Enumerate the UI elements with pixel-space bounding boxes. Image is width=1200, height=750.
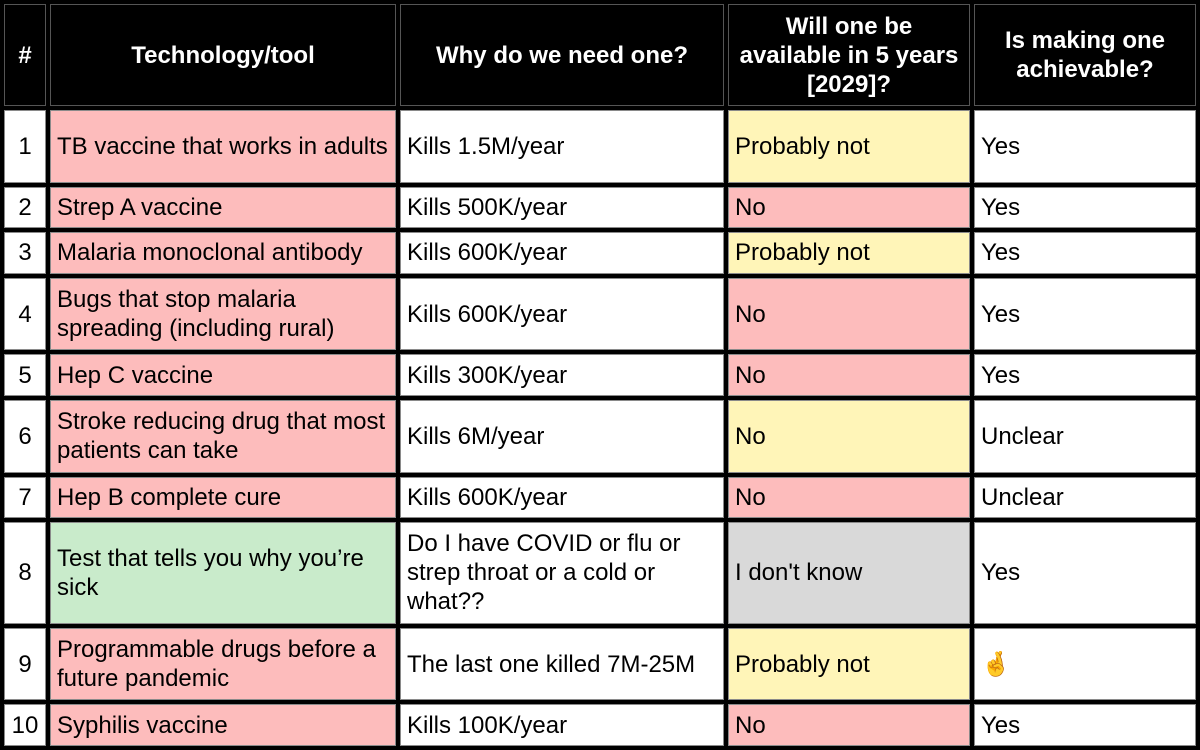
header-cell: #: [4, 4, 46, 106]
technology: TB vaccine that works in adults: [50, 110, 396, 183]
reason: Kills 500K/year: [400, 186, 724, 229]
row-number: 7: [4, 476, 46, 519]
availability: No: [728, 354, 970, 396]
availability: I don't know: [728, 522, 970, 624]
row-number: 2: [4, 186, 46, 229]
achievable: Yes: [974, 110, 1196, 183]
row-number: 8: [4, 522, 46, 624]
reason: Kills 300K/year: [400, 354, 724, 396]
reason: Kills 600K/year: [400, 476, 724, 519]
availability: No: [728, 476, 970, 519]
reason: Kills 6M/year: [400, 399, 724, 473]
reason: Kills 600K/year: [400, 277, 724, 351]
header-cell: Is making one achievable?: [974, 4, 1196, 106]
row-number: 9: [4, 627, 46, 701]
achievable: Yes: [974, 277, 1196, 351]
reason: The last one killed 7M-25M: [400, 627, 724, 701]
header-cell: Will one be available in 5 years [2029]?: [728, 4, 970, 106]
header-row: # Technology/tool Why do we need one? Wi…: [4, 4, 1196, 106]
table-row: 6 Stroke reducing drug that most patients…: [4, 399, 1196, 473]
availability: Probably not: [728, 110, 970, 183]
technology: Programmable drugs before a future pande…: [50, 627, 396, 701]
achievable: Yes: [974, 354, 1196, 396]
achievable: Unclear: [974, 399, 1196, 473]
reason: Kills 600K/year: [400, 232, 724, 274]
technology: Malaria monoclonal antibody: [50, 232, 396, 274]
table-row: 10 Syphilis vaccine Kills 100K/year No Yes: [4, 704, 1196, 746]
technology: Strep A vaccine: [50, 186, 396, 229]
reason: Do I have COVID or flu or strep throat o…: [400, 522, 724, 624]
table-row: 7 Hep B complete cure Kills 600K/year No Unc…: [4, 476, 1196, 519]
table-row: 2 Strep A vaccine Kills 500K/year No Yes: [4, 186, 1196, 229]
table-row: 4 Bugs that stop malaria spreading (inclu…: [4, 277, 1196, 351]
technology: Stroke reducing drug that most patients …: [50, 399, 396, 473]
table-row: 5 Hep C vaccine Kills 300K/year No Yes: [4, 354, 1196, 396]
table-row: 3 Malaria monoclonal antibody Kills 600K/y…: [4, 232, 1196, 274]
technology: Test that tells you why you’re sick: [50, 522, 396, 624]
technology: Bugs that stop malaria spreading (includ…: [50, 277, 396, 351]
table-row: 9 Programmable drugs before a future pand…: [4, 627, 1196, 701]
availability: No: [728, 277, 970, 351]
table-row: 8 Test that tells you why you’re sick Do I…: [4, 522, 1196, 624]
achievable: Yes: [974, 232, 1196, 274]
table-body: 1 TB vaccine that works in adults Kills 1.…: [4, 110, 1196, 746]
technology: Hep B complete cure: [50, 476, 396, 519]
header-cell: Why do we need one?: [400, 4, 724, 106]
availability: No: [728, 186, 970, 229]
availability: Probably not: [728, 627, 970, 701]
row-number: 3: [4, 232, 46, 274]
achievable: Yes: [974, 522, 1196, 624]
row-number: 10: [4, 704, 46, 746]
row-number: 5: [4, 354, 46, 396]
achievable: Unclear: [974, 476, 1196, 519]
achievable: 🤞: [974, 627, 1196, 701]
header-cell: Technology/tool: [50, 4, 396, 106]
row-number: 1: [4, 110, 46, 183]
achievable: Yes: [974, 704, 1196, 746]
availability: Probably not: [728, 232, 970, 274]
reason: Kills 100K/year: [400, 704, 724, 746]
technology: Hep C vaccine: [50, 354, 396, 396]
row-number: 6: [4, 399, 46, 473]
reason: Kills 1.5M/year: [400, 110, 724, 183]
table-row: 1 TB vaccine that works in adults Kills 1.…: [4, 110, 1196, 183]
achievable: Yes: [974, 186, 1196, 229]
row-number: 4: [4, 277, 46, 351]
availability: No: [728, 399, 970, 473]
technology: Syphilis vaccine: [50, 704, 396, 746]
availability: No: [728, 704, 970, 746]
